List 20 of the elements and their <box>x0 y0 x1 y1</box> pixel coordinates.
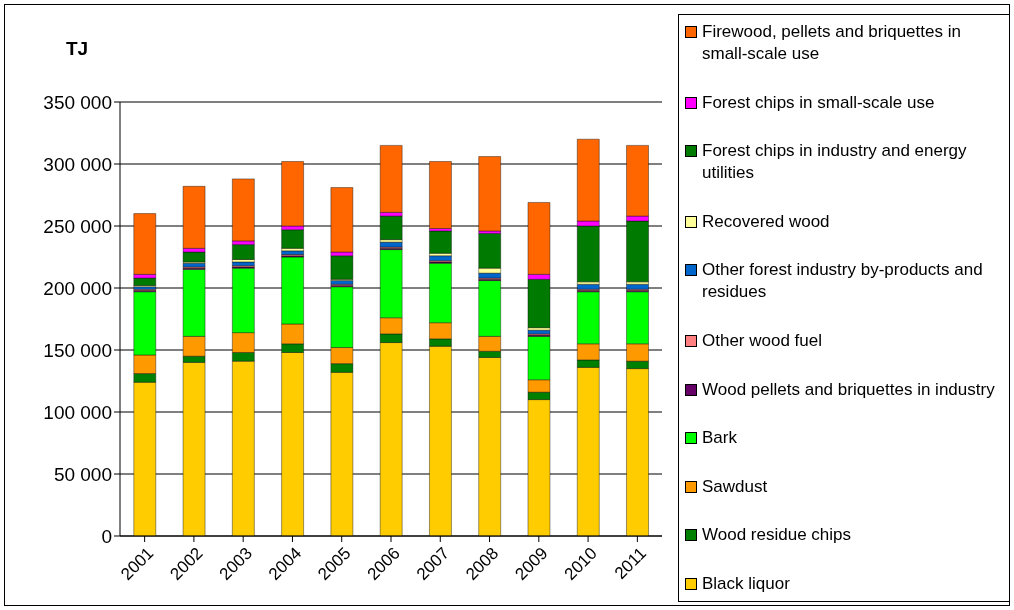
legend-label: Black liquor <box>702 572 790 595</box>
y-tick-label: 300 000 <box>43 153 112 175</box>
legend-label: Sawdust <box>702 475 768 498</box>
legend-label: Firewood, pellets and briquettes in small-scale use <box>702 21 962 65</box>
legend-label: Forest chips in small-scale use <box>702 91 935 114</box>
y-axis-title: TJ <box>66 38 89 60</box>
y-tick-label: 350 000 <box>43 91 112 113</box>
legend-label: Bark <box>702 427 737 450</box>
y-tick-label: 150 000 <box>43 339 112 361</box>
y-tick-label: 0 <box>101 525 112 547</box>
y-tick-label: 50 000 <box>53 463 112 485</box>
legend-label: Recovered wood <box>702 210 830 233</box>
y-tick-label: 100 000 <box>43 401 112 423</box>
legend-label: Wood pellets and briquettes in industry <box>702 378 995 401</box>
y-tick-label: 250 000 <box>43 215 112 237</box>
y-tick-label: 200 000 <box>43 277 112 299</box>
legend-label: Forest chips in industry and energy utilities <box>702 140 968 185</box>
legend-label: Other wood fuel <box>702 329 823 352</box>
legend-label: Wood residue chips <box>702 524 851 547</box>
legend-label: Other forest industry by-products and residues <box>702 259 984 304</box>
